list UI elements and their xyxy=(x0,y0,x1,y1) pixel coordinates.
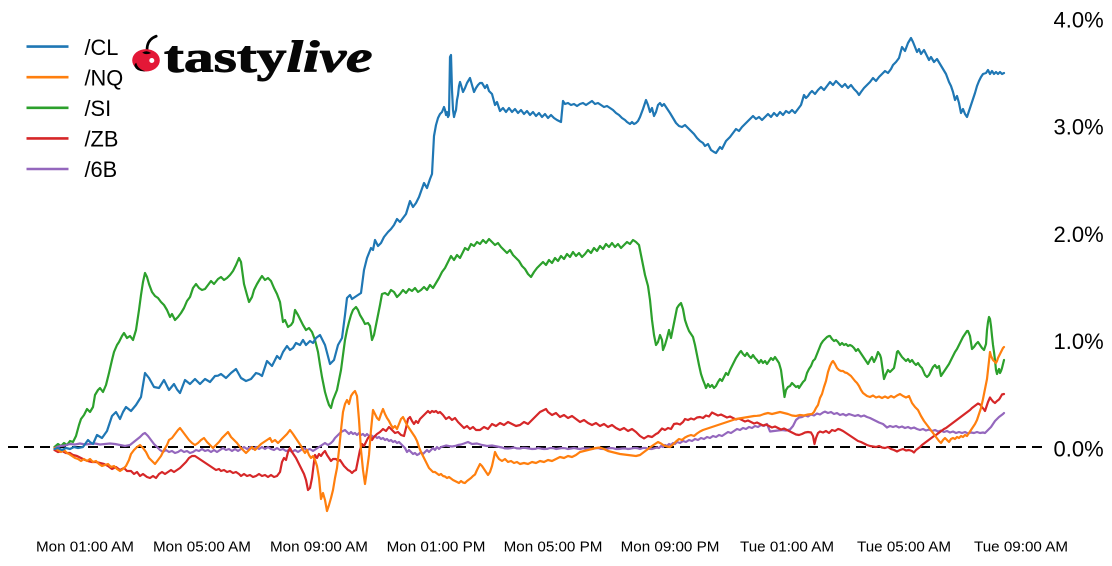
svg-text:/ZB: /ZB xyxy=(85,127,119,152)
svg-text:0.0%: 0.0% xyxy=(1054,436,1104,461)
svg-text:3.0%: 3.0% xyxy=(1054,115,1104,140)
svg-text:Mon 09:00 PM: Mon 09:00 PM xyxy=(621,539,720,556)
svg-text:1.0%: 1.0% xyxy=(1054,329,1104,354)
svg-text:/6B: /6B xyxy=(85,157,118,182)
svg-text:/NQ: /NQ xyxy=(85,65,124,90)
svg-text:Tue 05:00 AM: Tue 05:00 AM xyxy=(857,539,951,556)
svg-text:Mon 05:00 PM: Mon 05:00 PM xyxy=(504,539,603,556)
svg-text:Tue 01:00 AM: Tue 01:00 AM xyxy=(740,539,834,556)
svg-text:tastylive: tastylive xyxy=(164,33,373,82)
svg-text:Tue 09:00 AM: Tue 09:00 AM xyxy=(974,539,1068,556)
svg-text:2.0%: 2.0% xyxy=(1054,222,1104,247)
svg-text:/SI: /SI xyxy=(85,96,112,121)
svg-text:Mon 01:00 AM: Mon 01:00 AM xyxy=(36,539,134,556)
svg-text:Mon 05:00 AM: Mon 05:00 AM xyxy=(153,539,251,556)
svg-text:4.0%: 4.0% xyxy=(1054,8,1104,33)
svg-text:/CL: /CL xyxy=(85,35,119,60)
svg-text:Mon 09:00 AM: Mon 09:00 AM xyxy=(270,539,368,556)
svg-text:Mon 01:00 PM: Mon 01:00 PM xyxy=(387,539,486,556)
